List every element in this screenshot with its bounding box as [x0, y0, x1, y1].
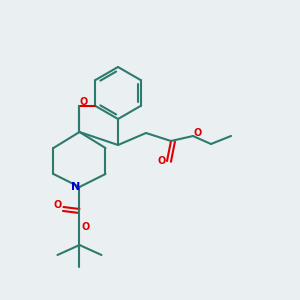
Text: O: O	[194, 128, 202, 138]
Text: N: N	[71, 182, 80, 192]
Text: O: O	[53, 200, 62, 210]
Text: O: O	[158, 156, 166, 166]
Text: O: O	[81, 222, 90, 232]
Text: O: O	[80, 97, 88, 107]
